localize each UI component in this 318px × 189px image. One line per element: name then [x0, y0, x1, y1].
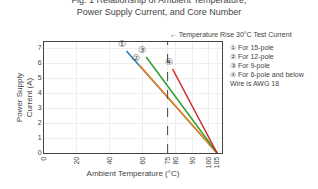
svg-text:6: 6: [38, 59, 42, 66]
svg-text:Ambient Temperature (°C): Ambient Temperature (°C): [87, 169, 180, 178]
svg-text:0: 0: [38, 149, 42, 156]
svg-text:① For 15-pole② For 12-pole③ Fo: ① For 15-pole② For 12-pole③ For 9-pole④ …: [230, 44, 305, 87]
svg-text:0: 0: [40, 157, 47, 161]
svg-text:40: 40: [106, 157, 113, 165]
svg-text:20: 20: [73, 157, 80, 165]
svg-text:80: 80: [172, 157, 179, 165]
svg-text:7: 7: [38, 44, 42, 51]
svg-text:3: 3: [38, 104, 42, 111]
svg-text:5: 5: [38, 74, 42, 81]
svg-text:②: ②: [132, 53, 140, 63]
svg-text:2: 2: [38, 119, 42, 126]
svg-text:③: ③: [138, 45, 146, 55]
svg-text:④: ④: [165, 57, 173, 67]
svg-text:1: 1: [38, 134, 42, 141]
svg-text:100: 100: [205, 157, 212, 169]
svg-text:90: 90: [189, 157, 196, 165]
svg-text:75: 75: [164, 157, 171, 165]
svg-text:← Temperature Rise 30°C Test C: ← Temperature Rise 30°C Test Current: [170, 31, 292, 39]
svg-text:①: ①: [118, 39, 126, 49]
svg-text:105: 105: [213, 157, 220, 169]
svg-text:4: 4: [38, 89, 42, 96]
svg-text:Power SupplyCurrent (A): Power SupplyCurrent (A): [15, 73, 34, 122]
svg-text:60: 60: [139, 157, 146, 165]
svg-text:Fig. 1 Relationship of Ambient: Fig. 1 Relationship of Ambient Temperatu…: [72, 0, 247, 17]
